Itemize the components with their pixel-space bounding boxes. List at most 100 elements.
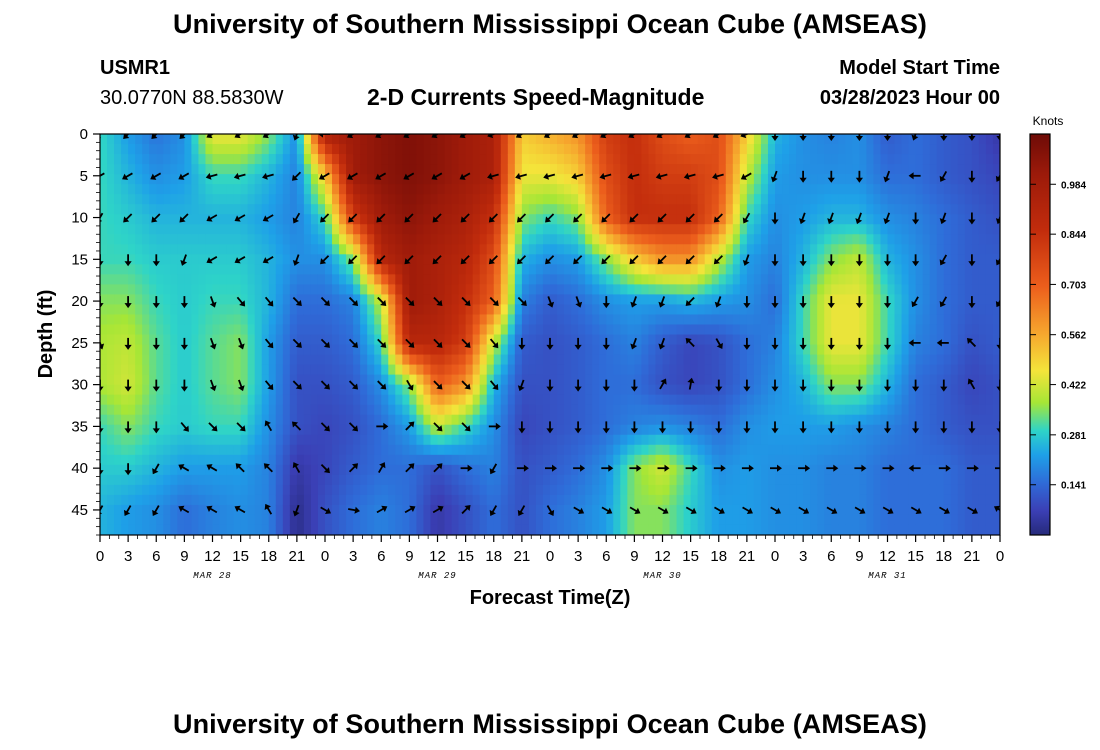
heat-cell <box>564 504 572 516</box>
heat-cell <box>163 204 171 215</box>
heat-cell <box>121 264 129 275</box>
heat-cell <box>472 214 481 225</box>
heat-cell <box>114 404 122 416</box>
heat-cell <box>732 244 741 255</box>
heat-cell <box>845 354 853 366</box>
heat-cell <box>247 384 256 396</box>
heat-cell <box>381 134 389 145</box>
heat-cell <box>782 424 790 436</box>
heat-cell <box>964 474 973 486</box>
heat-cell <box>873 224 882 235</box>
heat-cell <box>303 514 312 526</box>
heat-cell <box>669 304 678 316</box>
heat-cell <box>718 484 727 496</box>
heat-cell <box>803 204 811 215</box>
heat-cell <box>662 304 671 316</box>
heat-cell <box>353 514 361 526</box>
heat-cell <box>908 264 917 275</box>
heat-cell <box>177 484 185 496</box>
heat-cell <box>711 314 720 326</box>
heat-cell <box>838 404 846 416</box>
heat-cell <box>564 464 572 476</box>
heat-cell <box>704 174 713 185</box>
heat-cell <box>268 274 277 285</box>
heat-cell <box>648 334 657 346</box>
heat-cell <box>782 354 790 366</box>
heat-cell <box>310 144 319 155</box>
heat-cell <box>135 214 143 225</box>
heat-cell <box>451 464 460 476</box>
heat-cell <box>402 224 410 235</box>
heat-cell <box>142 224 150 235</box>
heat-cell <box>746 364 755 376</box>
heat-cell <box>697 464 706 476</box>
heat-cell <box>950 164 959 175</box>
heat-cell <box>303 274 312 285</box>
heat-cell <box>641 264 650 275</box>
heat-cell <box>894 374 903 386</box>
heat-cell <box>135 474 143 486</box>
heat-cell <box>971 154 980 165</box>
heat-cell <box>592 324 600 336</box>
heat-cell <box>360 284 368 295</box>
heat-cell <box>177 464 185 476</box>
heat-cell <box>915 474 924 486</box>
heat-cell <box>535 484 544 496</box>
heat-cell <box>317 434 326 446</box>
heat-cell <box>725 514 734 526</box>
heat-cell <box>585 284 593 295</box>
heat-cell <box>845 414 853 426</box>
heat-cell <box>416 254 425 265</box>
heat-cell <box>353 344 361 356</box>
heat-cell <box>121 164 129 175</box>
heat-cell <box>782 444 790 456</box>
heat-cell <box>915 424 924 436</box>
heat-cell <box>226 294 235 306</box>
heat-cell <box>535 424 544 436</box>
heat-cell <box>810 474 818 486</box>
heat-cell <box>725 424 734 436</box>
heat-cell <box>838 434 846 446</box>
heat-cell <box>282 144 291 155</box>
heat-cell <box>697 334 706 346</box>
heat-cell <box>599 174 607 185</box>
heat-cell <box>964 404 973 416</box>
heat-cell <box>964 394 973 406</box>
heat-cell <box>648 524 657 535</box>
heat-cell <box>767 324 776 336</box>
heat-cell <box>725 154 734 165</box>
heat-cell <box>479 244 488 255</box>
heat-cell <box>184 274 193 285</box>
heat-cell <box>163 294 171 306</box>
heat-cell <box>782 514 790 526</box>
heat-cell <box>128 464 136 476</box>
heat-cell <box>782 274 790 285</box>
heat-cell <box>796 454 804 466</box>
heat-cell <box>929 454 938 466</box>
heat-cell <box>557 274 565 285</box>
heat-cell <box>964 244 973 255</box>
heat-cell <box>170 294 178 306</box>
heat-cell <box>514 154 523 165</box>
heat-cell <box>163 354 171 366</box>
heat-cell <box>950 314 959 326</box>
heat-cell <box>789 464 797 476</box>
heat-cell <box>149 364 157 376</box>
heat-cell <box>957 274 966 285</box>
heat-cell <box>114 274 122 285</box>
heat-cell <box>859 524 868 535</box>
heat-cell <box>437 134 446 145</box>
heat-cell <box>950 304 959 316</box>
heat-cell <box>950 494 959 506</box>
heat-cell <box>908 374 917 386</box>
heat-cell <box>648 134 657 145</box>
heat-cell <box>367 414 375 426</box>
heat-cell <box>402 444 410 456</box>
heat-cell <box>163 484 171 496</box>
heat-cell <box>212 164 221 175</box>
heat-cell <box>486 474 495 486</box>
heat-cell <box>627 284 635 295</box>
heat-cell <box>571 194 579 205</box>
heat-cell <box>662 394 671 406</box>
heat-cell <box>542 444 551 456</box>
